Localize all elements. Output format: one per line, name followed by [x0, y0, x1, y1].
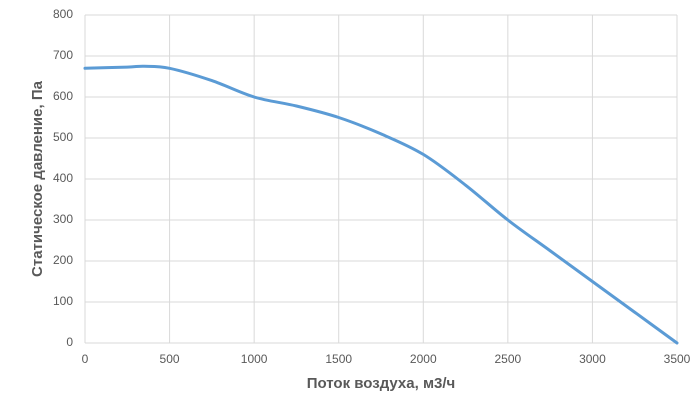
y-tick-label: 400	[53, 171, 73, 185]
x-tick-label: 0	[82, 352, 89, 366]
y-tick-label: 300	[53, 212, 73, 226]
data-line	[83, 64, 679, 345]
y-tick-label: 200	[53, 253, 73, 267]
x-tick-label: 3500	[664, 352, 691, 366]
y-tick-label: 100	[53, 294, 73, 308]
x-tick-label: 2500	[495, 352, 522, 366]
y-tick-label: 0	[66, 335, 73, 349]
x-tick-label: 2000	[410, 352, 437, 366]
y-tick-label: 500	[53, 130, 73, 144]
x-tick-label: 1500	[325, 352, 352, 366]
x-tick-label: 3000	[579, 352, 606, 366]
x-tick-label: 1000	[241, 352, 268, 366]
y-tick-label: 700	[53, 48, 73, 62]
y-axis-title: Статическое давление, Па	[29, 80, 46, 277]
y-tick-label: 800	[53, 7, 73, 21]
x-tick-label: 500	[160, 352, 180, 366]
x-axis-title: Поток воздуха, м3/ч	[307, 375, 456, 392]
y-tick-label: 600	[53, 89, 73, 103]
